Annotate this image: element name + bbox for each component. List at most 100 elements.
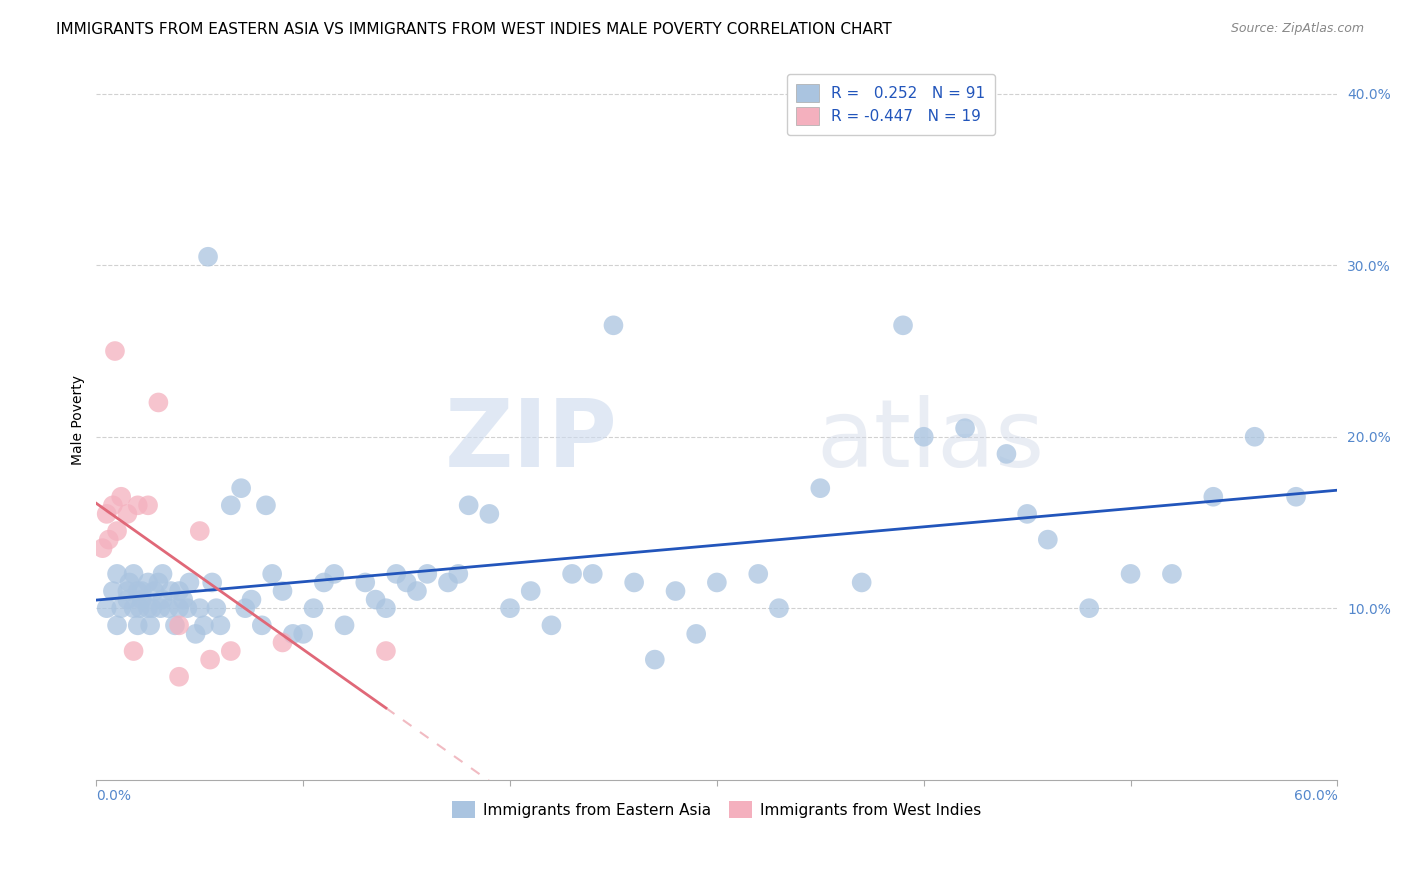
Point <box>281 627 304 641</box>
Point <box>561 566 583 581</box>
Point <box>110 601 132 615</box>
Text: Source: ZipAtlas.com: Source: ZipAtlas.com <box>1230 22 1364 36</box>
Point <box>747 566 769 581</box>
Point <box>127 498 149 512</box>
Point <box>995 447 1018 461</box>
Point <box>250 618 273 632</box>
Text: ZIP: ZIP <box>444 395 617 487</box>
Point <box>271 635 294 649</box>
Point <box>188 524 211 538</box>
Point <box>172 592 194 607</box>
Point <box>447 566 470 581</box>
Point <box>1161 566 1184 581</box>
Point <box>395 575 418 590</box>
Point <box>118 575 141 590</box>
Point <box>163 618 186 632</box>
Point <box>131 584 153 599</box>
Point <box>131 592 153 607</box>
Point <box>912 430 935 444</box>
Point <box>312 575 335 590</box>
Point <box>104 344 127 359</box>
Point <box>136 575 159 590</box>
Point <box>1285 490 1308 504</box>
Point <box>416 566 439 581</box>
Point <box>406 584 429 599</box>
Point <box>159 584 181 599</box>
Point <box>891 318 914 333</box>
Point <box>96 601 118 615</box>
Point <box>851 575 873 590</box>
Point <box>184 627 207 641</box>
Point <box>139 618 162 632</box>
Point <box>198 652 221 666</box>
Point <box>685 627 707 641</box>
Point <box>96 507 118 521</box>
Point <box>122 601 145 615</box>
Point <box>167 618 190 632</box>
Y-axis label: Male Poverty: Male Poverty <box>72 375 86 465</box>
Point <box>953 421 976 435</box>
Point <box>157 601 180 615</box>
Point <box>152 592 174 607</box>
Point <box>176 601 198 615</box>
Point <box>167 670 190 684</box>
Point <box>205 601 228 615</box>
Point <box>808 481 831 495</box>
Point <box>179 575 201 590</box>
Point <box>271 584 294 599</box>
Text: 0.0%: 0.0% <box>97 789 131 803</box>
Point <box>240 592 263 607</box>
Point <box>262 566 284 581</box>
Point <box>105 566 128 581</box>
Legend: Immigrants from Eastern Asia, Immigrants from West Indies: Immigrants from Eastern Asia, Immigrants… <box>444 793 988 826</box>
Point <box>457 498 479 512</box>
Point <box>374 601 396 615</box>
Point <box>101 498 124 512</box>
Point <box>167 601 190 615</box>
Point <box>231 481 253 495</box>
Point <box>105 618 128 632</box>
Point <box>148 395 170 409</box>
Point <box>499 601 522 615</box>
Point <box>254 498 277 512</box>
Point <box>582 566 605 581</box>
Point <box>1119 566 1142 581</box>
Point <box>519 584 541 599</box>
Point <box>141 601 163 615</box>
Point <box>644 652 666 666</box>
Point <box>623 575 645 590</box>
Point <box>167 584 190 599</box>
Point <box>110 490 132 504</box>
Point <box>374 644 396 658</box>
Point <box>127 618 149 632</box>
Point <box>706 575 728 590</box>
Point <box>122 566 145 581</box>
Point <box>540 618 562 632</box>
Point <box>97 533 120 547</box>
Point <box>233 601 256 615</box>
Point <box>197 250 219 264</box>
Point <box>117 584 139 599</box>
Point <box>219 644 242 658</box>
Point <box>201 575 224 590</box>
Point <box>364 592 387 607</box>
Point <box>148 575 170 590</box>
Point <box>1017 507 1039 521</box>
Text: 60.0%: 60.0% <box>1294 789 1337 803</box>
Point <box>664 584 686 599</box>
Point <box>602 318 624 333</box>
Point <box>1036 533 1059 547</box>
Point <box>128 601 150 615</box>
Point <box>101 584 124 599</box>
Point <box>136 498 159 512</box>
Point <box>219 498 242 512</box>
Point <box>385 566 408 581</box>
Point <box>188 601 211 615</box>
Point <box>333 618 356 632</box>
Point <box>1243 430 1265 444</box>
Point <box>122 644 145 658</box>
Point <box>152 566 174 581</box>
Point <box>1078 601 1101 615</box>
Point <box>105 524 128 538</box>
Point <box>127 584 149 599</box>
